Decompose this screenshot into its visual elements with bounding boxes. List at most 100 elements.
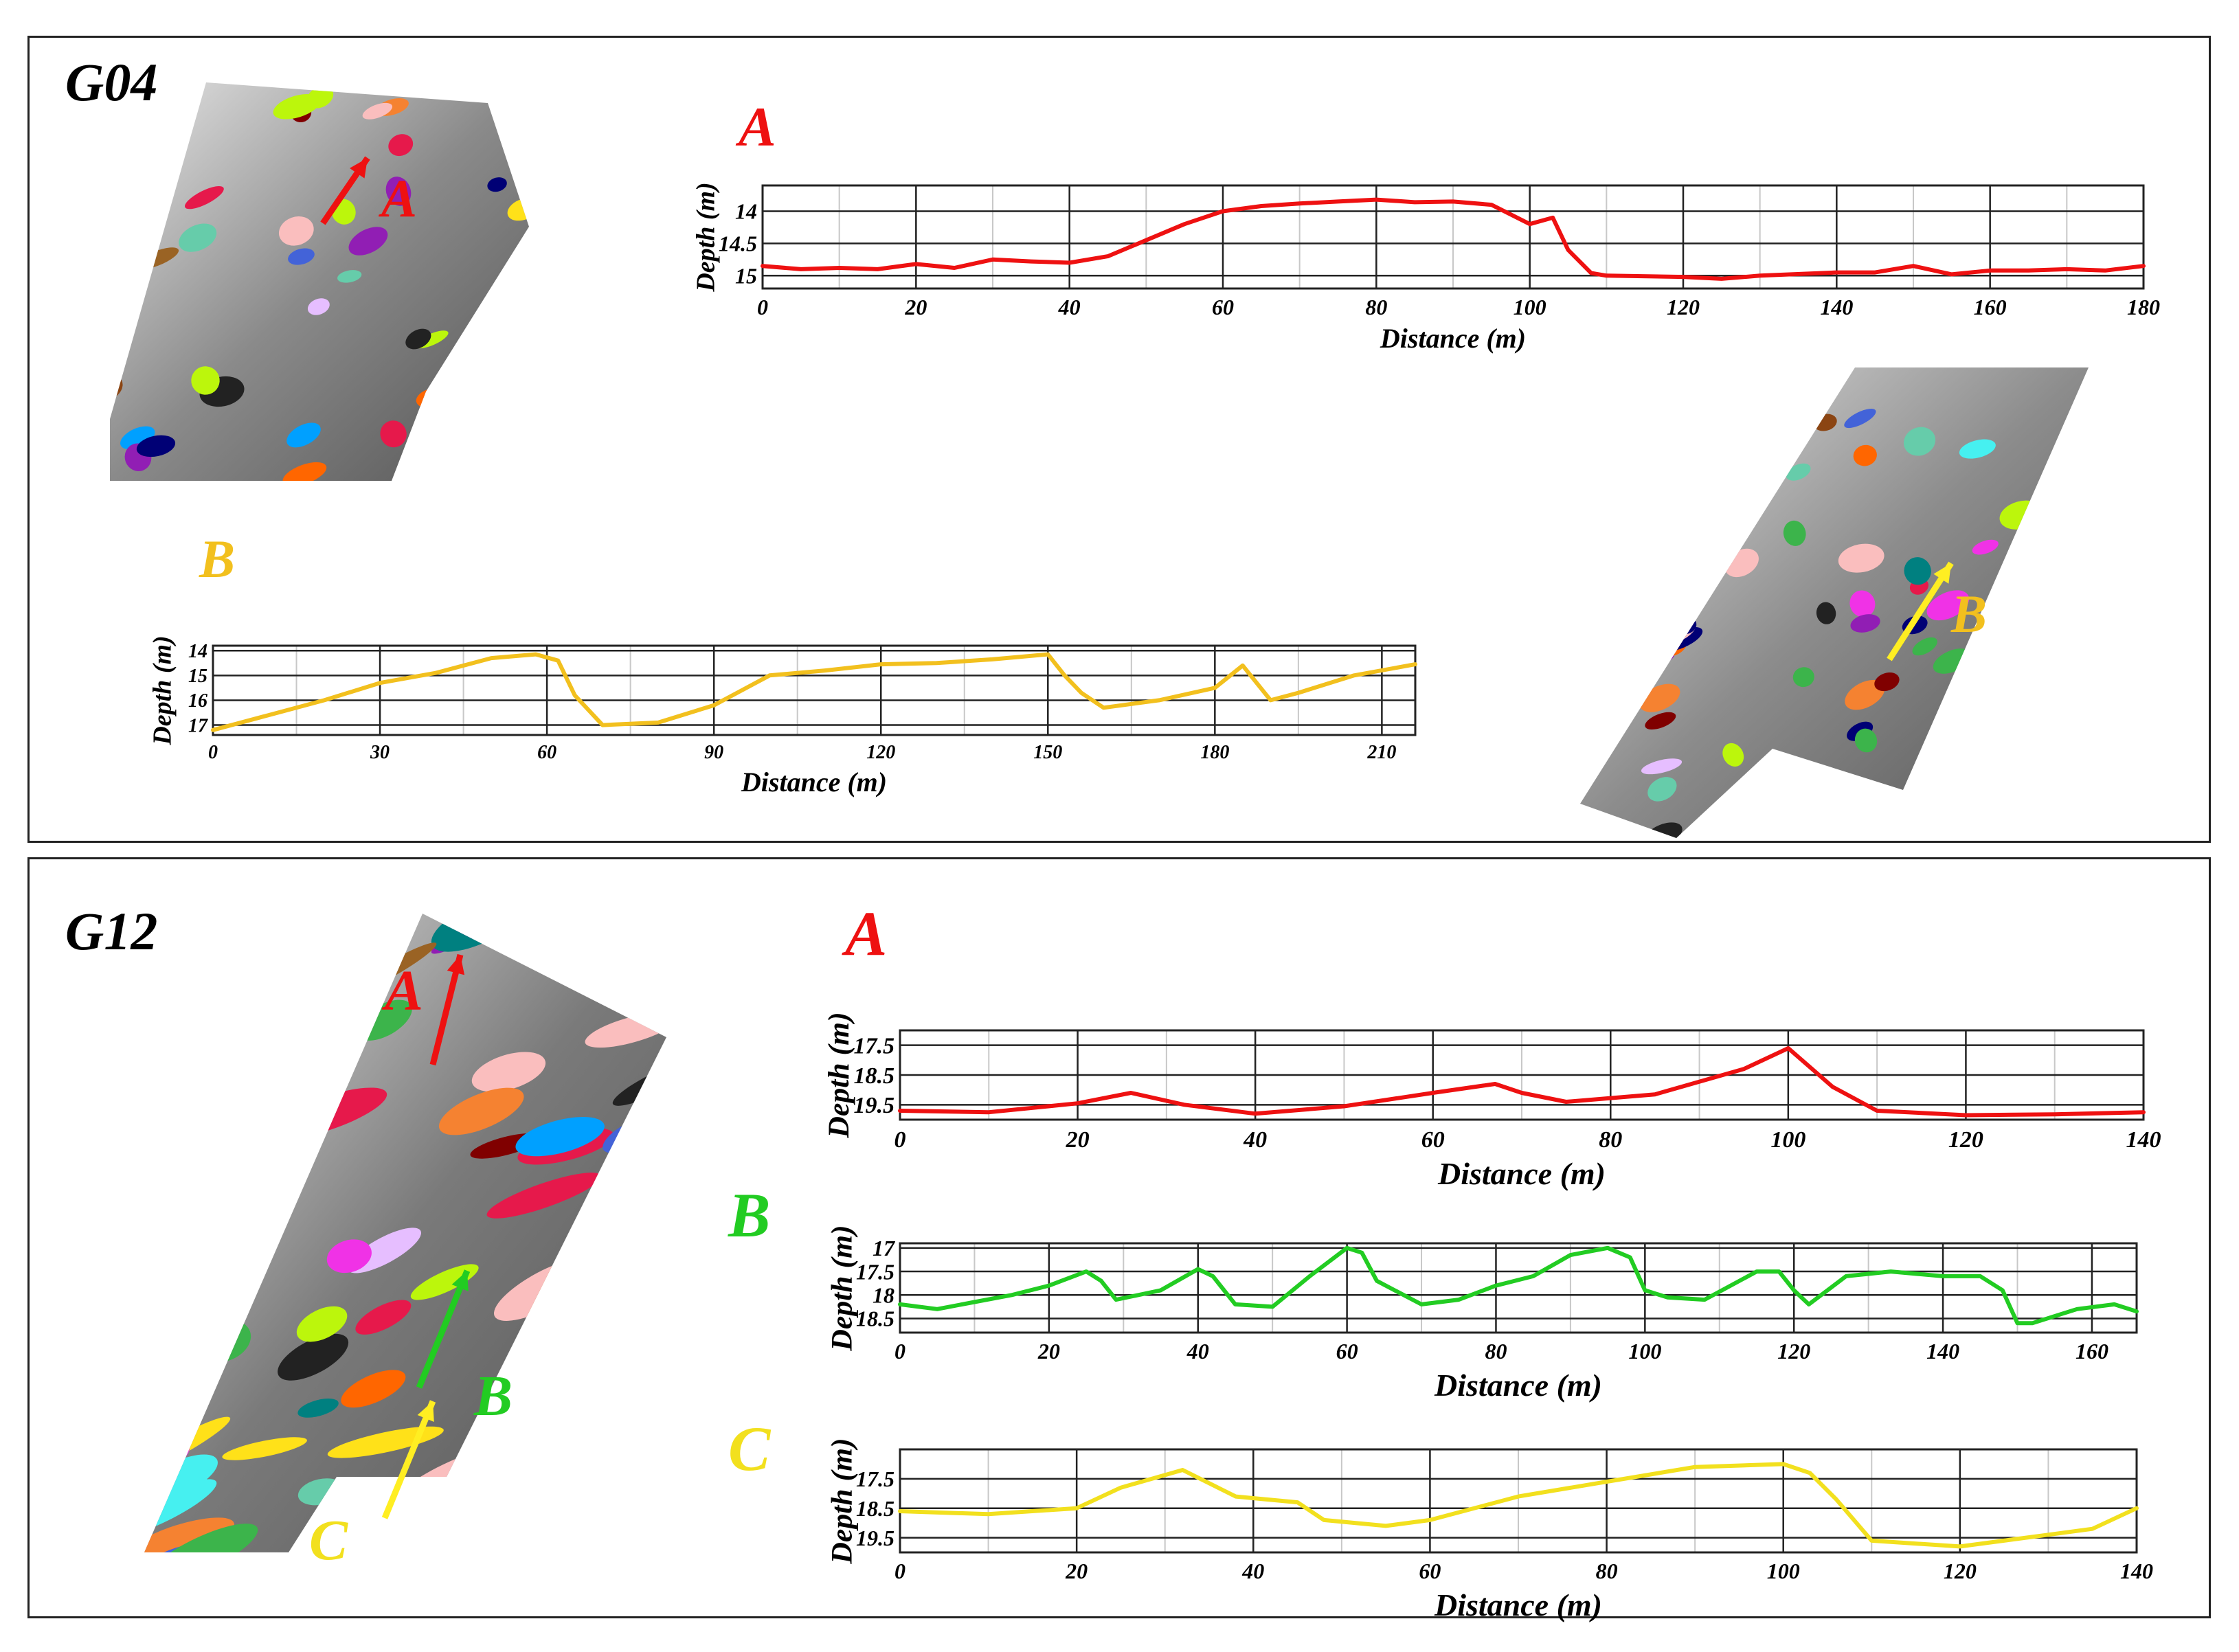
bathymetry-surface — [110, 82, 529, 481]
depth-profile-line — [898, 1462, 2139, 1549]
segmented-bedform — [438, 1087, 524, 1135]
segmented-bedform — [110, 212, 143, 243]
segmented-bedform — [2004, 639, 2045, 665]
y-tick-label: 18.5 — [856, 1496, 895, 1521]
segmented-bedform — [1972, 539, 1999, 555]
segmented-bedform — [507, 198, 529, 221]
segmented-bedform — [1729, 815, 1752, 838]
x-tick-label: 20 — [904, 295, 927, 319]
y-tick-label: 17.5 — [854, 1034, 895, 1059]
arrow-head — [349, 158, 368, 179]
segmented-bedform — [173, 917, 225, 957]
segmented-bedform — [341, 1370, 406, 1408]
x-tick-label: 0 — [757, 295, 768, 319]
segmented-bedform — [149, 1078, 219, 1121]
y-axis-label: Depth (m) — [822, 1012, 855, 1138]
segmented-bedform — [2003, 572, 2043, 595]
segmented-bedform — [222, 1437, 307, 1460]
segmented-bedform — [1600, 558, 1640, 583]
segmented-bedform — [1597, 369, 1641, 392]
segmented-bedform — [136, 435, 176, 457]
chart-label-g04-b: B — [199, 529, 235, 589]
segmented-bedform — [348, 227, 388, 256]
segmented-bedform — [144, 1050, 234, 1087]
segmented-bedform — [1647, 777, 1677, 802]
profile-label: B — [1950, 584, 1987, 644]
segmented-bedform — [1937, 787, 1974, 809]
segmented-bedform — [1792, 667, 1814, 688]
x-tick-label: 90 — [704, 742, 723, 763]
segmented-bedform — [486, 1173, 601, 1219]
segmented-bedform — [181, 1328, 228, 1367]
segmented-bedform — [1903, 427, 1936, 456]
profile-label: C — [309, 1508, 348, 1572]
segmented-bedform — [1926, 590, 1970, 621]
segmented-bedform — [1645, 712, 1676, 730]
panel-title-g04: G04 — [65, 52, 158, 112]
arrow-head — [417, 1401, 434, 1422]
x-axis-label: Distance (m) — [1434, 1368, 1602, 1403]
segmented-bedform — [1636, 620, 1680, 640]
segmented-bedform — [567, 1278, 666, 1332]
segmented-bedform — [192, 1037, 320, 1068]
depth-profile-line — [761, 197, 2146, 281]
x-tick-label: 210 — [1366, 742, 1396, 763]
segmented-bedform — [1783, 520, 1806, 546]
segmented-bedform — [147, 986, 218, 1026]
segmented-bedform — [385, 177, 412, 206]
x-tick-label: 100 — [1770, 1127, 1805, 1153]
x-tick-label: 140 — [2126, 1127, 2161, 1153]
segmented-bedform — [380, 420, 407, 448]
bathymetry-map-g12: A B C — [144, 914, 666, 1572]
segmented-bedform — [1580, 620, 1597, 638]
segmented-bedform — [179, 223, 217, 252]
arrow-head — [1933, 563, 1951, 584]
segmented-bedform — [169, 1170, 281, 1239]
segmented-bedform — [1580, 418, 1612, 446]
segmented-bedform — [405, 328, 431, 350]
segmented-bedform — [355, 1300, 412, 1335]
x-axis-label: Distance (m) — [1434, 1587, 1602, 1622]
y-tick-label: 14 — [188, 641, 207, 662]
x-tick-label: 20 — [1066, 1127, 1090, 1153]
plot-frame — [212, 644, 1417, 736]
segmented-bedform — [1964, 809, 1996, 837]
y-tick-label: 18 — [873, 1282, 895, 1307]
x-tick-label: 80 — [1596, 1559, 1618, 1583]
y-axis-label: Depth (m) — [692, 182, 721, 292]
x-tick-label: 40 — [1186, 1339, 1209, 1364]
y-tick-label: 14.5 — [719, 231, 757, 256]
y-tick-label: 18.5 — [856, 1306, 895, 1331]
x-tick-label: 60 — [1419, 1559, 1441, 1583]
segmented-bedform — [1619, 595, 1663, 618]
y-axis-label: Depth (m) — [826, 1438, 859, 1564]
y-axis-label: Depth (m) — [826, 1225, 859, 1351]
y-axis-label: Depth (m) — [148, 635, 177, 745]
x-tick-label: 60 — [1421, 1127, 1445, 1153]
segmented-bedform — [288, 248, 315, 265]
plot-frame — [761, 184, 2145, 290]
x-tick-label: 80 — [1485, 1339, 1507, 1364]
panel-title-g12: G12 — [65, 901, 158, 961]
x-tick-label: 180 — [1200, 742, 1229, 763]
x-tick-label: 120 — [1948, 1127, 1983, 1153]
profile-arrow — [381, 1400, 436, 1519]
segmented-bedform — [326, 1239, 372, 1274]
segmented-bedform — [1687, 473, 1715, 496]
segmented-bedform — [1959, 439, 1996, 459]
x-tick-label: 80 — [1365, 295, 1387, 319]
segmented-bedform — [1672, 383, 1694, 406]
segmented-bedform — [282, 462, 327, 481]
x-tick-label: 100 — [1628, 1339, 1661, 1364]
x-tick-label: 160 — [2075, 1339, 2108, 1364]
segmented-bedform — [1849, 590, 1876, 618]
segmented-bedform — [1966, 759, 1999, 779]
segmented-bedform — [542, 1282, 644, 1335]
segmented-bedform — [1786, 463, 1811, 481]
x-tick-label: 60 — [1336, 1339, 1358, 1364]
chart-g12-c: C 0 20 40 60 80 100 120 140 17.5 18.5 19.5 Distance … — [728, 1414, 2153, 1622]
segmented-bedform — [1838, 543, 1884, 573]
segmented-bedform — [537, 1436, 638, 1478]
segmented-bedform — [410, 1264, 479, 1300]
